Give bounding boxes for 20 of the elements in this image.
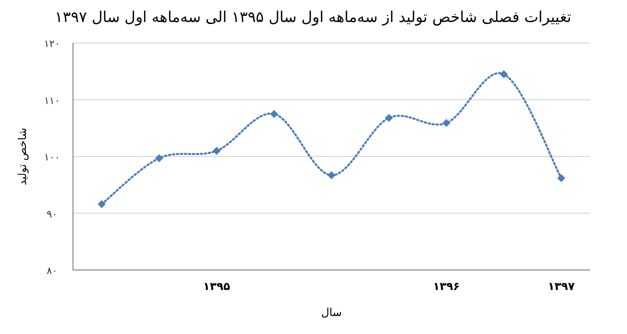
- y-tick-label: ۱۲۰: [44, 39, 60, 50]
- point: [442, 119, 450, 128]
- x-axis-title: سال: [321, 306, 342, 319]
- point: [384, 114, 393, 122]
- y-tick-label: ۹۰: [46, 209, 58, 220]
- y-tick-label: ۱۰۰: [44, 152, 60, 164]
- point: [98, 200, 106, 208]
- point: [328, 171, 336, 180]
- x-tick-label: ۱۳۹۵: [203, 280, 230, 293]
- point: [557, 174, 566, 182]
- y-axis-title: شاخص تولید: [16, 128, 29, 186]
- y-tick-label: ۱۱۰: [44, 96, 60, 107]
- x-tick-label: ۱۳۹۷: [548, 280, 575, 293]
- x-tick-label: ۱۳۹۶: [432, 280, 460, 293]
- point: [500, 70, 508, 78]
- point: [212, 146, 221, 155]
- y-tick-label: ۸۰: [46, 266, 58, 277]
- point: [155, 154, 164, 162]
- point: [270, 110, 278, 118]
- chart-title: تغییرات فصلی شاخص تولید از سه‌ماهه اول سال ۱۳۹۵ الی سه‌ماهه اول سال ۱۳۹۷: [54, 8, 572, 26]
